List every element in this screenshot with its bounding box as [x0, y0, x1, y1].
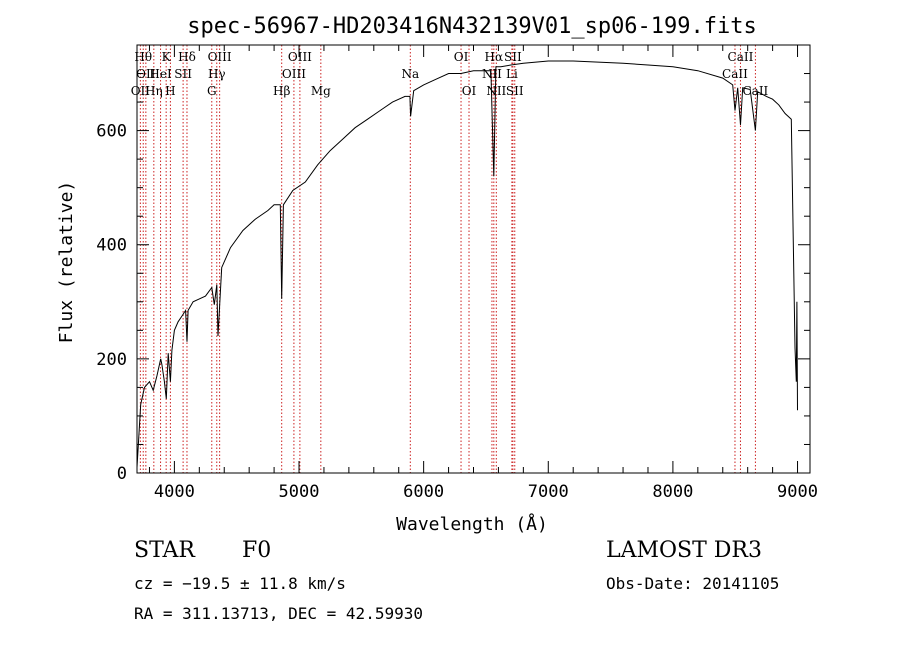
line-label-12: Hβ — [273, 84, 290, 98]
line-label-8: Hδ — [178, 50, 196, 64]
line-label-1: Hθ — [134, 50, 152, 64]
line-label-9: G — [207, 84, 217, 98]
ra-dec-coordinates: RA = 311.13713, DEC = 42.59930 — [134, 604, 423, 623]
line-label-24: SII — [506, 84, 524, 98]
line-label-4: HeI — [149, 67, 172, 81]
flux-series-line — [136, 60, 798, 468]
x-tick-label-5: 9000 — [777, 482, 818, 502]
spectrum-chart: spec-56967-HD203416N432139V01_sp06-199.f… — [56, 14, 818, 535]
line-label-0: OII — [131, 84, 151, 98]
line-label-16: Na — [401, 67, 419, 81]
line-label-19: NII — [482, 67, 502, 81]
line-label-17: OI — [454, 50, 469, 64]
x-tick-label-3: 7000 — [528, 482, 569, 502]
object-class: STAR — [134, 538, 195, 563]
x-tick-label-2: 6000 — [403, 482, 444, 502]
chart-title: spec-56967-HD203416N432139V01_sp06-199.f… — [187, 14, 757, 39]
axis-ticks — [137, 45, 810, 474]
redshift-cz: cz = −19.5 ± 11.8 km/s — [134, 574, 346, 593]
x-tick-label-4: 8000 — [652, 482, 693, 502]
line-label-20: Hα — [485, 50, 504, 64]
line-label-15: Mg — [311, 84, 331, 98]
y-tick-label-2: 400 — [96, 236, 127, 256]
object-subclass: F0 — [242, 538, 272, 563]
line-label-11: OIII — [208, 50, 232, 64]
y-tick-label-0: 0 — [117, 464, 127, 484]
x-tick-label-1: 5000 — [279, 482, 320, 502]
axis-tick-labels: 4000 5000 6000 7000 8000 9000 0 200 400 600 — [96, 122, 818, 502]
x-tick-label-0: 4000 — [154, 482, 195, 502]
plot-frame — [136, 44, 811, 474]
line-label-6: H — [165, 84, 175, 98]
line-label-18: OI — [462, 84, 477, 98]
line-label-26: CaII — [728, 50, 754, 64]
y-axis-label: Flux (relative) — [56, 181, 77, 344]
line-label-7: SII — [174, 67, 192, 81]
line-label-21: NII — [486, 84, 506, 98]
observation-date: Obs-Date: 20141105 — [606, 574, 780, 593]
line-label-23: SII — [504, 50, 522, 64]
spectral-line-markers — [139, 45, 756, 473]
line-label-22: Li — [506, 67, 518, 81]
line-label-25: CaII — [722, 67, 748, 81]
line-label-13: OIII — [282, 67, 306, 81]
y-tick-label-3: 600 — [96, 122, 127, 142]
line-label-2: OII — [136, 67, 156, 81]
line-label-5: K — [162, 50, 172, 64]
line-label-10: Hγ — [208, 67, 226, 81]
line-label-3: Hη — [145, 84, 163, 98]
x-axis-label: Wavelength (Å) — [396, 513, 548, 535]
y-tick-label-1: 200 — [96, 350, 127, 370]
line-label-14: OIII — [288, 50, 312, 64]
survey-name: LAMOST DR3 — [606, 538, 762, 563]
